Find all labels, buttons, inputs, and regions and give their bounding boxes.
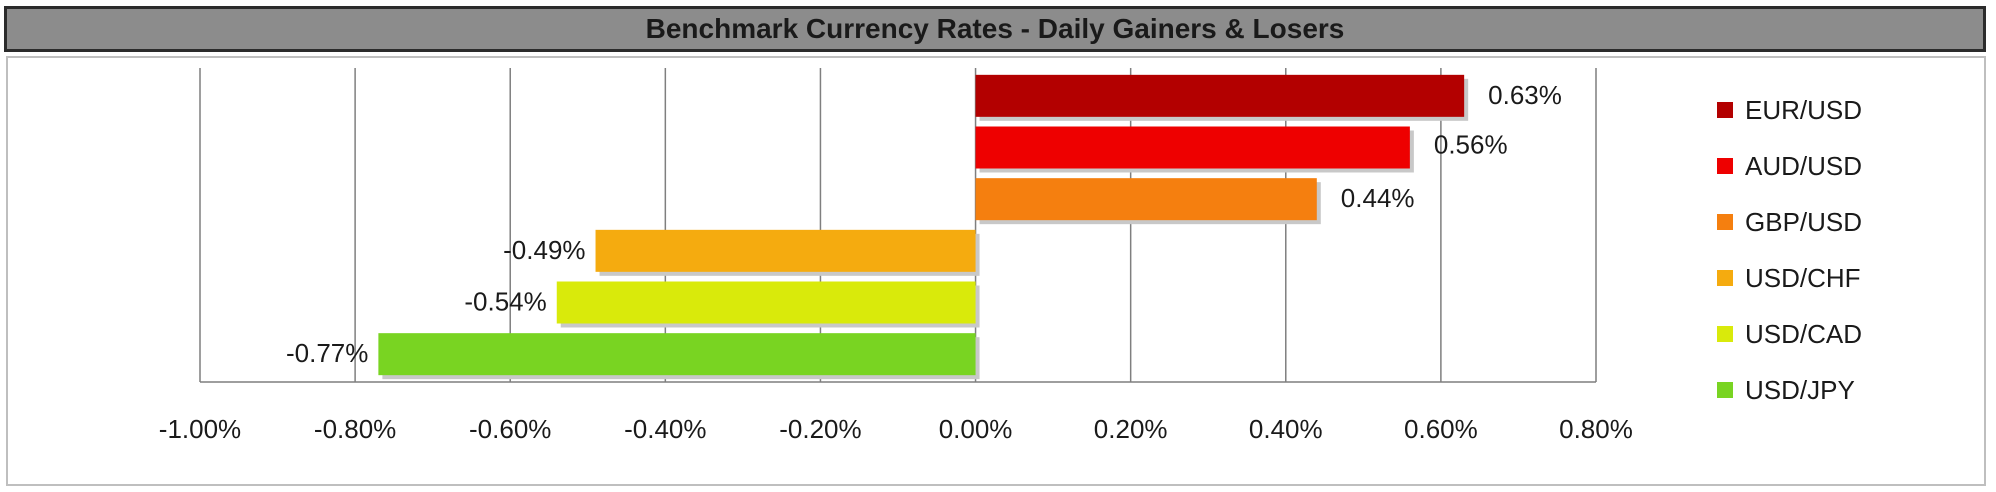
data-label: 0.63% [1488,80,1562,110]
legend-label: GBP/USD [1745,206,1863,237]
x-tick-label: 0.80% [1559,414,1633,444]
x-tick-label: -1.00% [159,414,241,444]
x-tick-label: -0.80% [314,414,396,444]
legend-swatch [1717,382,1733,398]
legend-label: USD/CHF [1745,262,1861,293]
x-tick-label: 0.40% [1249,414,1323,444]
bar-usd-jpy [378,333,976,376]
legend-swatch [1717,326,1733,342]
legend-label: USD/JPY [1745,374,1855,405]
x-tick-label: 0.60% [1404,414,1478,444]
legend-swatch [1717,102,1733,118]
data-label: -0.54% [464,287,546,317]
legend-item: USD/CAD [1717,306,1967,362]
x-tick-label: -0.40% [624,414,706,444]
chart-legend: EUR/USD AUD/USD GBP/USD USD/CHF USD/CAD USD/J… [1717,82,1967,418]
bar-aud-usd [975,126,1410,169]
x-tick-label: -0.60% [469,414,551,444]
data-label: -0.49% [503,235,585,265]
legend-item: GBP/USD [1717,194,1967,250]
legend-item: EUR/USD [1717,82,1967,138]
x-tick-label: 0.00% [939,414,1013,444]
legend-item: USD/JPY [1717,362,1967,418]
x-tick-label: -0.20% [779,414,861,444]
legend-label: EUR/USD [1745,94,1863,125]
chart-title: Benchmark Currency Rates - Daily Gainers… [645,13,1345,44]
legend-swatch [1717,214,1733,230]
x-tick-label: 0.20% [1094,414,1168,444]
bar-gbp-usd [975,178,1317,221]
legend-item: AUD/USD [1717,138,1967,194]
legend-label: USD/CAD [1745,318,1863,349]
bar-usd-chf [595,229,976,272]
data-label: 0.56% [1434,130,1508,160]
bar-eur-usd [975,74,1465,117]
chart-title-bar: Benchmark Currency Rates - Daily Gainers… [4,6,1986,52]
data-label: 0.44% [1341,183,1415,213]
bar-usd-cad [556,281,976,324]
legend-swatch [1717,158,1733,174]
legend-swatch [1717,270,1733,286]
legend-item: USD/CHF [1717,250,1967,306]
data-label: -0.77% [286,338,368,368]
legend-label: AUD/USD [1745,150,1863,181]
